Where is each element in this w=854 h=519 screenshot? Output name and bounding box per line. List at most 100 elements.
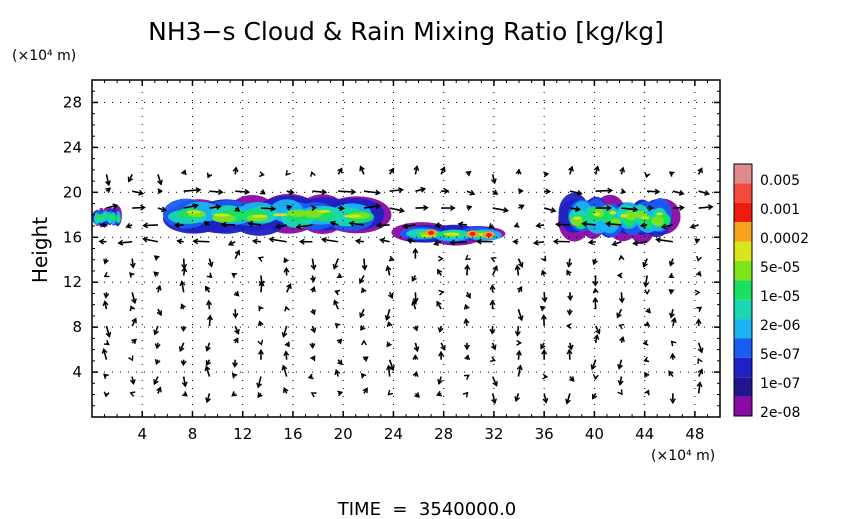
- wind-arrow: [621, 207, 638, 211]
- grid-dot: [400, 281, 401, 283]
- grid-dot: [644, 100, 646, 101]
- grid-dot: [392, 276, 394, 277]
- grid-dot: [694, 308, 696, 309]
- grid-dot: [352, 326, 353, 328]
- wind-arrowhead: [694, 238, 701, 244]
- grid-dot: [141, 284, 143, 285]
- grid-dot: [543, 380, 545, 381]
- wind-arrowhead: [386, 341, 392, 348]
- wind-arrowhead: [412, 354, 419, 360]
- wind-arrowhead: [129, 262, 136, 269]
- grid-dot: [280, 146, 281, 148]
- wind-arrow: [403, 224, 416, 228]
- grid-dot: [543, 388, 545, 389]
- wind-arrowhead: [566, 309, 573, 316]
- grid-dot: [141, 268, 143, 269]
- wind-arrowhead: [644, 321, 651, 327]
- wind-arrowhead: [606, 204, 613, 211]
- grid-dot: [480, 191, 481, 193]
- grid-dot: [688, 326, 689, 328]
- grid-dot: [136, 146, 137, 148]
- wind-arrowhead: [517, 315, 524, 322]
- colorbar-swatch: [734, 357, 752, 378]
- grid-dot: [360, 101, 361, 103]
- colorbar-label: 0.001: [760, 202, 800, 218]
- grid-dot: [644, 356, 646, 357]
- grid-dot: [191, 380, 193, 381]
- grid-dot: [152, 281, 153, 283]
- wind-arrowhead: [639, 222, 646, 229]
- grid-dot: [242, 156, 244, 157]
- grid-dot: [292, 348, 294, 349]
- grid-dot: [593, 244, 595, 245]
- grid-dot: [600, 371, 601, 373]
- wind-arrow: [647, 190, 660, 193]
- grid-dot: [312, 191, 313, 193]
- wind-arrow: [182, 258, 186, 269]
- wind-arrowhead: [644, 289, 651, 295]
- grid-dot: [342, 108, 344, 109]
- wind-arrowhead: [102, 300, 109, 307]
- wind-arrow: [132, 190, 144, 195]
- grid-dot: [141, 108, 143, 109]
- grid-dot: [384, 101, 385, 103]
- grid-dot: [141, 140, 143, 141]
- wind-arrowhead: [618, 254, 625, 261]
- wind-arrow: [106, 204, 118, 209]
- grid-dot: [584, 236, 585, 238]
- wind-arrowhead: [604, 221, 611, 227]
- grid-dot: [248, 281, 249, 283]
- grid-dot: [704, 371, 705, 373]
- grid-dot: [112, 281, 113, 283]
- x-tick-label: 40: [585, 425, 604, 443]
- wind-arrow: [412, 300, 417, 310]
- wind-arrowhead: [227, 240, 234, 246]
- grid-dot: [616, 281, 617, 283]
- cloud-blob: [95, 212, 100, 219]
- grid-dot: [191, 356, 193, 357]
- wind-arrow: [322, 238, 339, 243]
- grid-dot: [191, 156, 193, 157]
- grid-dot: [568, 236, 569, 238]
- wind-arrowhead: [543, 171, 550, 178]
- grid-dot: [443, 220, 445, 221]
- grid-dot: [493, 244, 495, 245]
- wind-arrow: [209, 205, 221, 209]
- wind-arrowhead: [550, 207, 557, 213]
- wind-arrowhead: [127, 176, 134, 183]
- grid-dot: [688, 101, 689, 103]
- grid-dot: [392, 300, 394, 301]
- grid-dot: [632, 326, 633, 328]
- wind-arrowhead: [411, 299, 418, 306]
- wind-arrow: [591, 359, 597, 370]
- grid-dot: [344, 146, 345, 148]
- grid-dot: [456, 371, 457, 373]
- grid-dot: [141, 292, 143, 293]
- grid-dot: [208, 236, 209, 238]
- wind-arrowhead: [411, 276, 417, 282]
- grid-dot: [242, 276, 244, 277]
- wind-arrowhead: [514, 264, 521, 271]
- wind-arrowhead: [206, 314, 213, 321]
- cloud-blob: [609, 210, 617, 215]
- grid-dot: [200, 281, 201, 283]
- grid-dot: [593, 388, 595, 389]
- grid-dot: [392, 204, 394, 205]
- grid-dot: [292, 148, 294, 149]
- grid-dot: [424, 281, 425, 283]
- wind-arrowhead: [234, 206, 241, 212]
- grid-dot: [504, 371, 505, 373]
- grid-dot: [640, 146, 641, 148]
- grid-dot: [536, 236, 537, 238]
- wind-arrow: [385, 308, 391, 320]
- grid-dot: [520, 146, 521, 148]
- grid-dot: [184, 101, 185, 103]
- wind-arrow: [620, 292, 623, 303]
- grid-dot: [342, 180, 344, 181]
- wind-arrowhead: [360, 287, 367, 294]
- grid-dot: [141, 372, 143, 373]
- wind-arrowhead: [568, 165, 574, 172]
- grid-dot: [672, 146, 673, 148]
- grid-dot: [292, 316, 294, 317]
- grid-dot: [292, 220, 294, 221]
